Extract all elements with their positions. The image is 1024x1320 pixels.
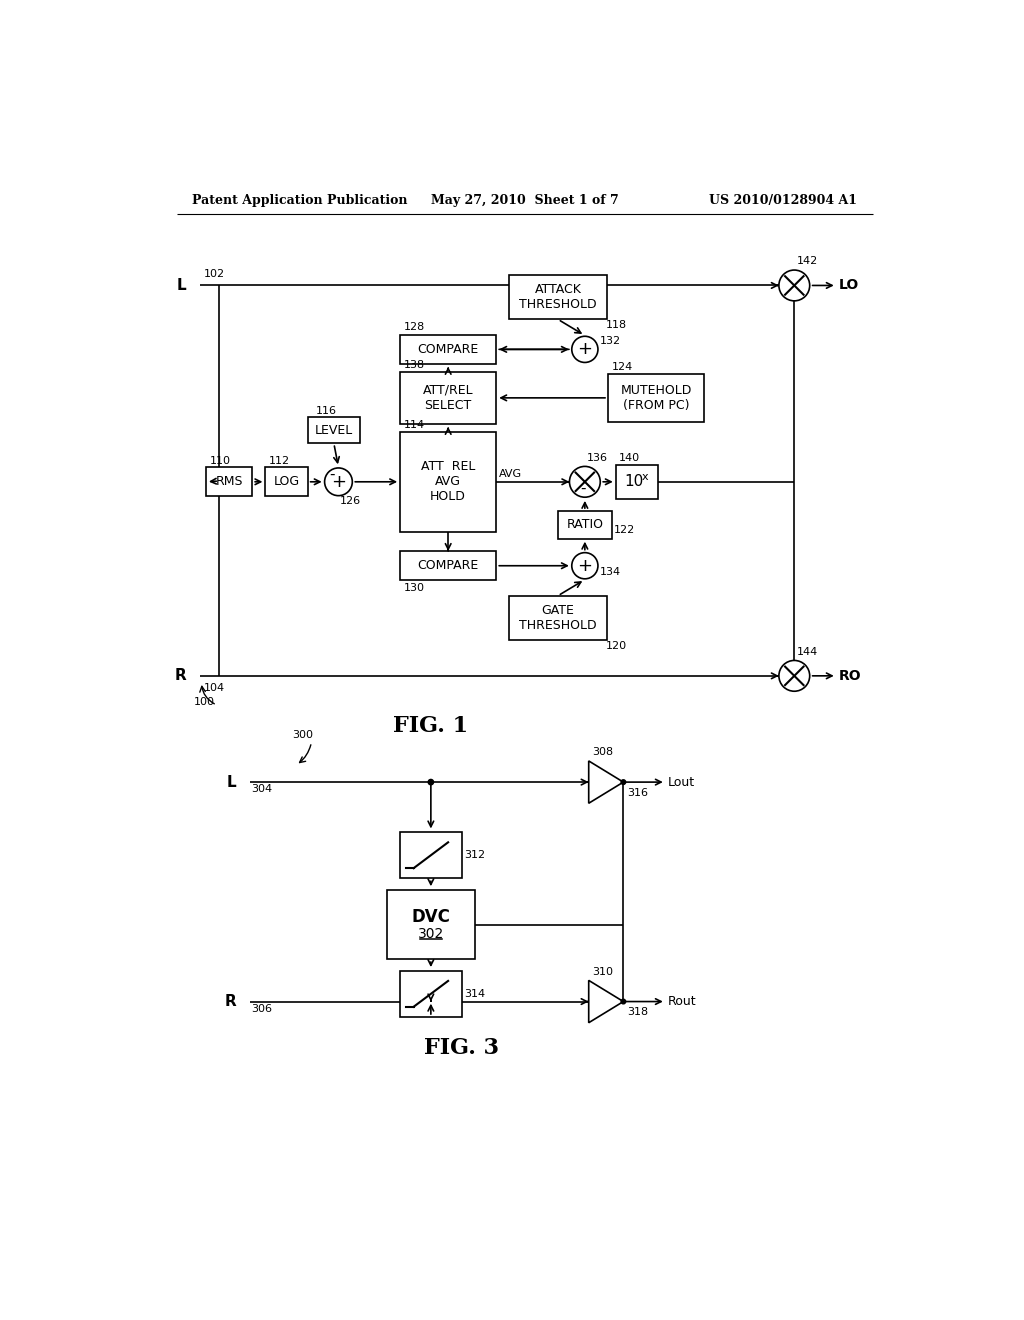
- Polygon shape: [589, 760, 624, 804]
- Text: 136: 136: [587, 453, 608, 463]
- Text: x: x: [641, 473, 648, 482]
- Text: 316: 316: [628, 788, 648, 797]
- Text: 124: 124: [611, 362, 633, 372]
- FancyBboxPatch shape: [206, 467, 252, 496]
- FancyBboxPatch shape: [400, 552, 497, 581]
- Text: 318: 318: [628, 1007, 648, 1016]
- Text: 112: 112: [269, 455, 290, 466]
- Text: LOG: LOG: [273, 475, 300, 488]
- Text: 300: 300: [292, 730, 313, 739]
- Text: ATT/REL
SELECT: ATT/REL SELECT: [423, 384, 473, 412]
- Text: 10: 10: [625, 474, 643, 490]
- Text: ATTACK
THRESHOLD: ATTACK THRESHOLD: [519, 282, 597, 312]
- Text: 120: 120: [605, 642, 627, 651]
- FancyBboxPatch shape: [400, 832, 462, 878]
- Text: 122: 122: [614, 525, 635, 535]
- Text: ATT  REL
AVG
HOLD: ATT REL AVG HOLD: [421, 461, 475, 503]
- FancyBboxPatch shape: [265, 467, 307, 496]
- FancyBboxPatch shape: [509, 595, 607, 640]
- FancyBboxPatch shape: [400, 970, 462, 1016]
- Text: 314: 314: [464, 989, 485, 999]
- Text: 128: 128: [403, 322, 425, 333]
- Circle shape: [779, 271, 810, 301]
- Text: 110: 110: [210, 455, 230, 466]
- Text: 104: 104: [204, 682, 225, 693]
- FancyBboxPatch shape: [608, 374, 705, 422]
- Text: Patent Application Publication: Patent Application Publication: [193, 194, 408, 207]
- Text: 302: 302: [418, 927, 444, 941]
- Text: LO: LO: [839, 279, 859, 293]
- Text: 312: 312: [464, 850, 485, 861]
- Circle shape: [621, 999, 626, 1005]
- Text: 130: 130: [403, 582, 425, 593]
- FancyBboxPatch shape: [509, 275, 607, 319]
- Text: 114: 114: [403, 420, 425, 430]
- Text: 134: 134: [599, 566, 621, 577]
- Text: LEVEL: LEVEL: [314, 424, 353, 437]
- Circle shape: [779, 660, 810, 692]
- Circle shape: [571, 553, 598, 578]
- Text: 118: 118: [605, 321, 627, 330]
- FancyBboxPatch shape: [400, 335, 497, 364]
- Text: 308: 308: [593, 747, 613, 758]
- FancyBboxPatch shape: [307, 417, 360, 444]
- Text: 126: 126: [340, 496, 361, 507]
- Text: 100: 100: [194, 697, 215, 706]
- Text: L: L: [176, 279, 186, 293]
- Text: US 2010/0128904 A1: US 2010/0128904 A1: [710, 194, 857, 207]
- Circle shape: [571, 337, 598, 363]
- Text: MUTEHOLD
(FROM PC): MUTEHOLD (FROM PC): [621, 384, 692, 412]
- Text: -: -: [329, 467, 334, 482]
- FancyBboxPatch shape: [387, 890, 475, 960]
- Text: AVG: AVG: [500, 469, 522, 479]
- Text: 132: 132: [599, 337, 621, 346]
- Text: Lout: Lout: [668, 776, 695, 788]
- Circle shape: [325, 469, 352, 496]
- Text: Rout: Rout: [668, 995, 696, 1008]
- Text: 138: 138: [403, 360, 425, 370]
- Text: R: R: [174, 668, 186, 684]
- Text: FIG. 3: FIG. 3: [424, 1036, 499, 1059]
- FancyBboxPatch shape: [400, 432, 497, 532]
- Circle shape: [569, 466, 600, 498]
- Text: 116: 116: [315, 405, 336, 416]
- Text: RMS: RMS: [215, 475, 243, 488]
- Circle shape: [621, 780, 626, 784]
- Text: May 27, 2010  Sheet 1 of 7: May 27, 2010 Sheet 1 of 7: [431, 194, 618, 207]
- FancyBboxPatch shape: [400, 372, 497, 424]
- Text: 140: 140: [618, 453, 640, 462]
- Text: RO: RO: [839, 669, 861, 682]
- Text: 310: 310: [593, 966, 613, 977]
- Text: COMPARE: COMPARE: [418, 343, 479, 356]
- FancyBboxPatch shape: [558, 511, 611, 539]
- Text: 142: 142: [797, 256, 818, 267]
- Text: FIG. 1: FIG. 1: [393, 715, 468, 737]
- Text: +: +: [331, 473, 346, 491]
- Text: L: L: [226, 775, 237, 789]
- Text: 144: 144: [797, 647, 818, 656]
- Text: +: +: [578, 341, 592, 358]
- Circle shape: [428, 779, 433, 785]
- Text: RATIO: RATIO: [566, 519, 603, 532]
- Text: GATE
THRESHOLD: GATE THRESHOLD: [519, 605, 597, 632]
- Text: COMPARE: COMPARE: [418, 560, 479, 573]
- Text: -: -: [581, 482, 586, 496]
- Text: +: +: [578, 557, 592, 574]
- Text: 102: 102: [204, 269, 225, 280]
- Text: DVC: DVC: [412, 908, 451, 925]
- Polygon shape: [589, 981, 624, 1023]
- Text: 304: 304: [252, 784, 272, 795]
- FancyBboxPatch shape: [615, 465, 658, 499]
- Text: 306: 306: [252, 1005, 272, 1014]
- Text: R: R: [224, 994, 237, 1008]
